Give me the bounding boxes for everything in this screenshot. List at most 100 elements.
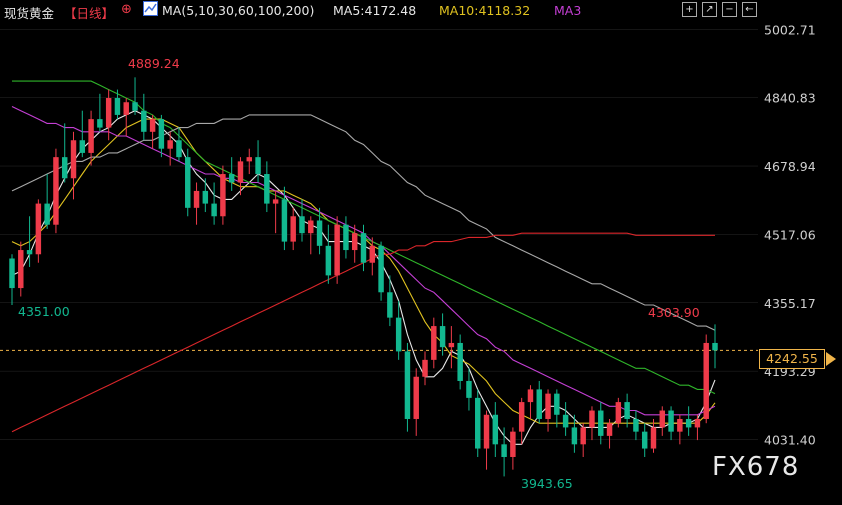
candle[interactable] (518, 397, 525, 445)
candle[interactable] (123, 98, 129, 137)
candle[interactable] (439, 313, 446, 356)
candle[interactable] (62, 123, 68, 183)
candle[interactable] (343, 216, 349, 259)
candle[interactable] (562, 402, 569, 436)
candle[interactable] (325, 224, 332, 284)
back-tool-icon[interactable]: ← (742, 2, 757, 17)
candle[interactable] (70, 131, 77, 200)
candle[interactable] (589, 406, 595, 441)
candle-body (589, 410, 595, 428)
candle[interactable] (378, 241, 384, 301)
candle[interactable] (431, 317, 437, 369)
candle-body (431, 326, 437, 360)
symbol-name[interactable]: 现货黄金 (4, 6, 55, 21)
candle[interactable] (492, 402, 499, 457)
candle[interactable] (202, 178, 209, 213)
candle[interactable] (659, 406, 665, 436)
candle[interactable] (53, 148, 59, 234)
candle[interactable] (536, 380, 542, 424)
candle[interactable] (694, 414, 701, 441)
candle[interactable] (237, 157, 244, 196)
candle[interactable] (272, 190, 279, 234)
candle[interactable] (351, 224, 358, 263)
candle-body (615, 402, 622, 424)
candle[interactable] (308, 216, 314, 255)
candle[interactable] (114, 89, 121, 120)
candle[interactable] (334, 216, 340, 284)
candle-body (35, 203, 42, 255)
candle[interactable] (158, 114, 165, 158)
candle[interactable] (404, 342, 411, 432)
candle[interactable] (220, 165, 226, 225)
candle[interactable] (448, 326, 455, 369)
candle-body (518, 402, 525, 432)
candle[interactable] (641, 423, 648, 457)
expand-tool-icon[interactable]: ↗ (702, 2, 717, 17)
candle[interactable] (483, 410, 490, 470)
candle[interactable] (668, 406, 674, 441)
candle[interactable] (18, 241, 24, 297)
candle-body (562, 414, 569, 428)
candle[interactable] (624, 393, 630, 428)
candle-body (448, 342, 455, 348)
candle[interactable] (475, 389, 481, 457)
candle[interactable] (79, 110, 86, 158)
candle[interactable] (413, 368, 419, 436)
candle[interactable] (132, 77, 138, 115)
minus-tool-icon[interactable]: − (722, 2, 737, 17)
candle[interactable] (360, 224, 367, 272)
candle[interactable] (141, 93, 147, 141)
candle[interactable] (703, 334, 709, 424)
candle[interactable] (685, 406, 692, 436)
candle[interactable] (211, 182, 217, 225)
candle[interactable] (387, 275, 393, 327)
candle[interactable] (510, 427, 516, 470)
candle[interactable] (255, 140, 261, 183)
add-circle-icon[interactable]: ⊕ (121, 2, 132, 17)
candle-body (70, 140, 77, 179)
candle[interactable] (554, 389, 560, 428)
candle-body (167, 140, 173, 149)
candle[interactable] (246, 148, 252, 175)
candle[interactable] (44, 174, 50, 229)
candle[interactable] (264, 161, 270, 213)
candle[interactable] (88, 110, 94, 166)
candle[interactable] (228, 157, 235, 191)
candle[interactable] (677, 414, 683, 445)
candle[interactable] (316, 207, 323, 255)
candle[interactable] (422, 351, 428, 386)
candle[interactable] (457, 334, 463, 390)
candle[interactable] (149, 114, 156, 149)
crosshair-tool-icon[interactable]: + (682, 2, 697, 17)
candle[interactable] (281, 186, 288, 251)
candle[interactable] (35, 199, 42, 263)
candle[interactable] (606, 418, 613, 449)
candle[interactable] (615, 397, 622, 428)
candle[interactable] (185, 148, 191, 217)
candle[interactable] (176, 127, 182, 162)
candle[interactable] (369, 237, 376, 276)
candle[interactable] (193, 182, 200, 225)
candle[interactable] (167, 131, 173, 166)
candle[interactable] (598, 402, 604, 445)
candle[interactable] (633, 410, 639, 441)
candle[interactable] (650, 418, 657, 453)
candle[interactable] (299, 199, 305, 242)
candle[interactable] (501, 427, 507, 477)
candle[interactable] (26, 216, 33, 267)
candle[interactable] (571, 414, 578, 453)
candle[interactable] (545, 389, 551, 432)
candle[interactable] (105, 89, 112, 141)
period-label[interactable]: 【日线】 (64, 6, 115, 21)
candle[interactable] (97, 93, 103, 132)
candle[interactable] (580, 423, 586, 457)
candle[interactable] (466, 368, 472, 411)
candle-body (246, 157, 252, 162)
candle[interactable] (395, 300, 402, 360)
ma-settings-icon[interactable] (143, 1, 158, 19)
candle[interactable] (290, 207, 296, 251)
candle[interactable] (527, 385, 534, 419)
candle[interactable] (712, 324, 718, 369)
candle[interactable] (9, 254, 15, 305)
